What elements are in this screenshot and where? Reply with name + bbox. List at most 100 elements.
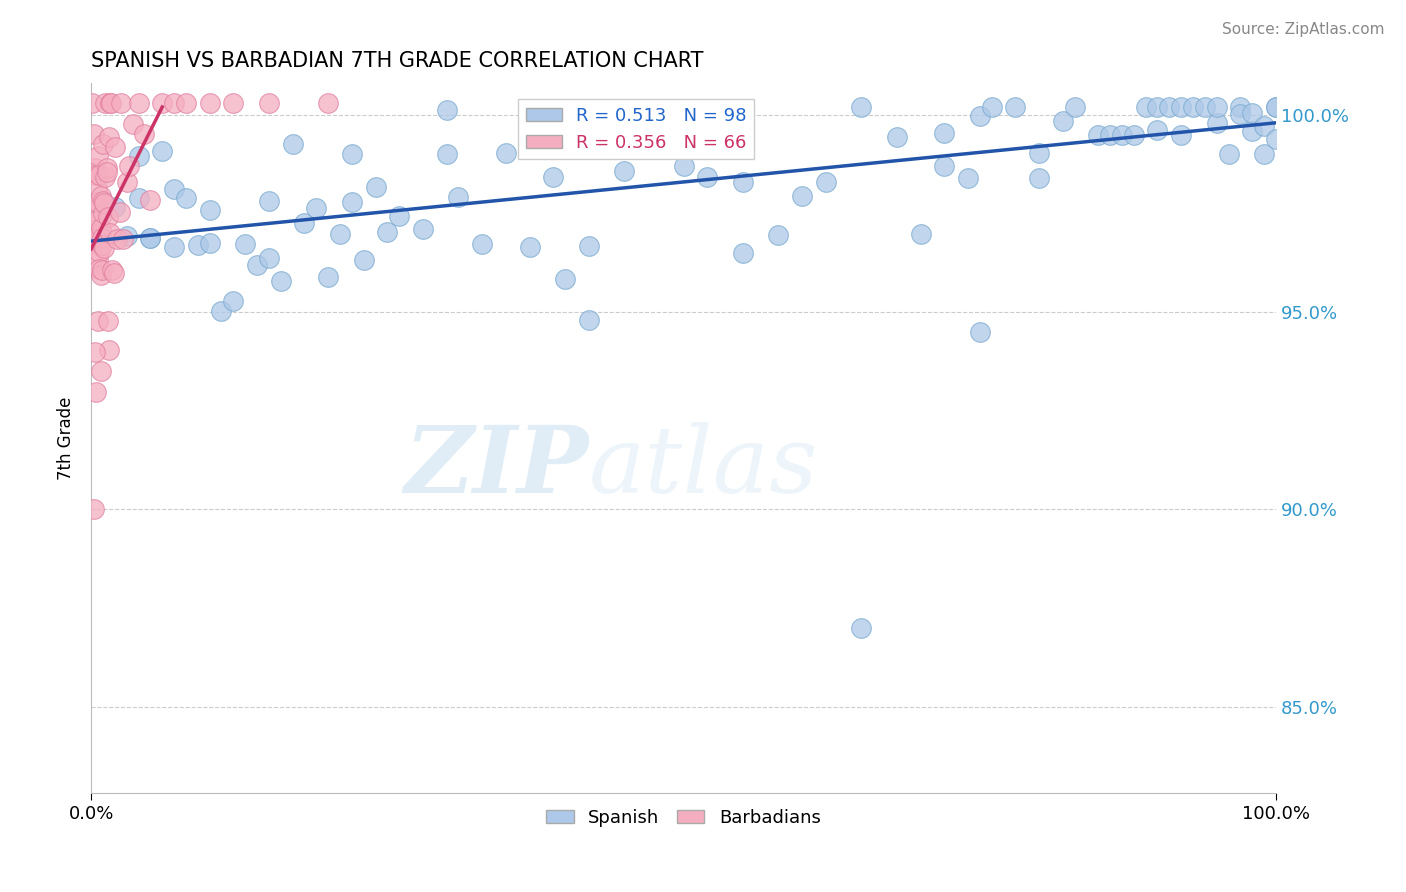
Point <box>1111 128 1133 142</box>
Point <box>139 231 162 245</box>
Point <box>353 253 375 268</box>
Point <box>84 384 107 399</box>
Point <box>87 149 110 163</box>
Point <box>112 231 135 245</box>
Point <box>768 227 790 242</box>
Point <box>121 116 143 130</box>
Point <box>128 96 150 111</box>
Point <box>108 204 131 219</box>
Point <box>90 220 112 235</box>
Point <box>1170 100 1192 114</box>
Point <box>86 182 108 196</box>
Point <box>96 161 118 176</box>
Point <box>436 103 458 117</box>
Point <box>1159 100 1181 114</box>
Point <box>281 136 304 151</box>
Y-axis label: 7th Grade: 7th Grade <box>58 397 75 480</box>
Point <box>198 236 221 251</box>
Point <box>257 194 280 208</box>
Point <box>91 206 114 220</box>
Point <box>128 191 150 205</box>
Point <box>89 168 111 182</box>
Point <box>956 170 979 185</box>
Point <box>1087 128 1109 142</box>
Point <box>1265 132 1288 146</box>
Point <box>1253 147 1275 161</box>
Point <box>83 227 105 241</box>
Point <box>257 252 280 266</box>
Point <box>257 96 280 111</box>
Point <box>89 245 111 260</box>
Point <box>1028 146 1050 161</box>
Point <box>163 240 186 254</box>
Point <box>1182 100 1205 114</box>
Point <box>115 175 138 189</box>
Point <box>94 96 117 111</box>
Point <box>82 96 104 111</box>
Point <box>731 246 754 260</box>
Point <box>134 127 156 141</box>
Point <box>86 212 108 227</box>
Point <box>90 237 112 252</box>
Point <box>329 227 352 242</box>
Point <box>1241 124 1264 138</box>
Point <box>97 129 120 144</box>
Point <box>1099 128 1122 142</box>
Point <box>1218 147 1240 161</box>
Point <box>93 196 115 211</box>
Point <box>1122 128 1144 142</box>
Point <box>969 325 991 339</box>
Point <box>198 96 221 111</box>
Point <box>1265 100 1288 114</box>
Point <box>139 193 162 207</box>
Point <box>731 175 754 189</box>
Point <box>98 226 121 240</box>
Point <box>82 203 104 218</box>
Point <box>97 211 120 225</box>
Point <box>270 274 292 288</box>
Point <box>364 180 387 194</box>
Point <box>118 159 141 173</box>
Point <box>412 221 434 235</box>
Point <box>150 145 173 159</box>
Text: SPANISH VS BARBADIAN 7TH GRADE CORRELATION CHART: SPANISH VS BARBADIAN 7TH GRADE CORRELATI… <box>91 51 703 70</box>
Point <box>90 268 112 282</box>
Point <box>613 163 636 178</box>
Text: ZIP: ZIP <box>405 422 589 512</box>
Point <box>1205 115 1227 129</box>
Text: atlas: atlas <box>589 422 818 512</box>
Point <box>97 314 120 328</box>
Point <box>222 293 245 308</box>
Point <box>1253 120 1275 134</box>
Point <box>851 100 873 114</box>
Point <box>94 169 117 184</box>
Point <box>886 129 908 144</box>
Point <box>91 194 114 208</box>
Point <box>163 96 186 111</box>
Point <box>89 261 111 276</box>
Point <box>316 270 339 285</box>
Point <box>495 145 517 160</box>
Point <box>101 263 124 277</box>
Point <box>1265 100 1288 114</box>
Point <box>90 263 112 277</box>
Point <box>105 232 128 246</box>
Point <box>98 96 121 111</box>
Point <box>436 147 458 161</box>
Point <box>163 181 186 195</box>
Point <box>82 234 104 248</box>
Point <box>471 237 494 252</box>
Point <box>969 109 991 123</box>
Point <box>851 621 873 635</box>
Point <box>1229 100 1251 114</box>
Point <box>83 165 105 179</box>
Point <box>305 201 328 215</box>
Point <box>541 170 564 185</box>
Point <box>174 191 197 205</box>
Point <box>814 175 837 189</box>
Point <box>316 96 339 111</box>
Point <box>340 147 363 161</box>
Point <box>578 239 600 253</box>
Point <box>648 135 671 149</box>
Point <box>84 168 107 182</box>
